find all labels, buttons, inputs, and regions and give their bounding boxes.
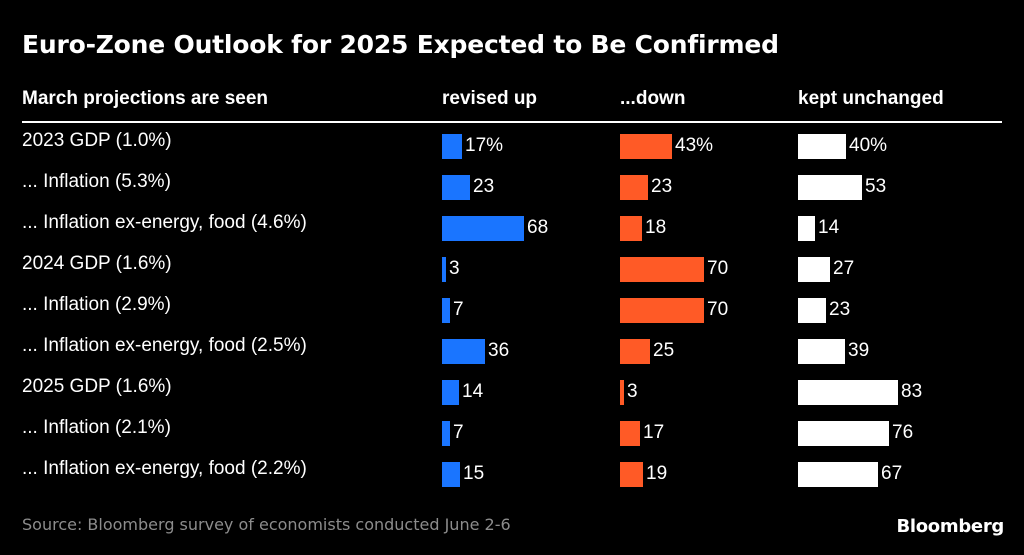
chart-row: ... Inflation (2.1%) 7 17 76 bbox=[0, 412, 1024, 453]
chart-row: 2025 GDP (1.6%) 14 3 83 bbox=[0, 371, 1024, 412]
bar-revised-up bbox=[442, 257, 446, 282]
row-header: March projections are seen bbox=[22, 88, 269, 109]
series-header-unchanged: kept unchanged bbox=[798, 88, 944, 109]
value-label-unchanged: 14 bbox=[818, 217, 840, 238]
value-label-down: 25 bbox=[653, 340, 675, 361]
value-label-unchanged: 23 bbox=[829, 299, 851, 320]
bar-unchanged bbox=[798, 134, 846, 159]
source-note: Source: Bloomberg survey of economists c… bbox=[22, 515, 511, 534]
value-label-unchanged: 40% bbox=[849, 135, 888, 156]
value-label-down: 43% bbox=[675, 135, 714, 156]
series-header-down: ...down bbox=[620, 88, 686, 109]
bar-down bbox=[620, 421, 640, 446]
bar-revised-up bbox=[442, 134, 462, 159]
value-label-unchanged: 67 bbox=[881, 463, 903, 484]
category-label: ... Inflation ex-energy, food (2.2%) bbox=[22, 458, 307, 479]
chart-row: ... Inflation ex-energy, food (2.5%) 36 25… bbox=[0, 330, 1024, 371]
bar-revised-up bbox=[442, 339, 485, 364]
value-label-unchanged: 76 bbox=[892, 422, 914, 443]
category-label: 2023 GDP (1.0%) bbox=[22, 130, 172, 151]
value-label-revised-up: 36 bbox=[488, 340, 510, 361]
bar-unchanged bbox=[798, 380, 898, 405]
bar-unchanged bbox=[798, 216, 815, 241]
bar-unchanged bbox=[798, 421, 889, 446]
bar-down bbox=[620, 298, 704, 323]
value-label-down: 3 bbox=[627, 381, 638, 402]
value-label-down: 70 bbox=[707, 258, 729, 279]
header-divider bbox=[22, 121, 1002, 123]
value-label-down: 23 bbox=[651, 176, 673, 197]
value-label-unchanged: 27 bbox=[833, 258, 855, 279]
bar-down bbox=[620, 339, 650, 364]
category-label: ... Inflation ex-energy, food (4.6%) bbox=[22, 212, 307, 233]
category-label: ... Inflation (2.1%) bbox=[22, 417, 171, 438]
category-label: ... Inflation (5.3%) bbox=[22, 171, 171, 192]
bar-down bbox=[620, 257, 704, 282]
bar-revised-up bbox=[442, 421, 450, 446]
chart-row: ... Inflation (2.9%) 7 70 23 bbox=[0, 289, 1024, 330]
bar-unchanged bbox=[798, 339, 845, 364]
brand-logo: Bloomberg bbox=[896, 516, 1004, 537]
value-label-revised-up: 68 bbox=[527, 217, 549, 238]
value-label-unchanged: 39 bbox=[848, 340, 870, 361]
bar-unchanged bbox=[798, 257, 830, 282]
bar-down bbox=[620, 216, 642, 241]
chart-row: ... Inflation ex-energy, food (2.2%) 15 19… bbox=[0, 453, 1024, 494]
category-label: ... Inflation ex-energy, food (2.5%) bbox=[22, 335, 307, 356]
value-label-revised-up: 7 bbox=[453, 299, 464, 320]
value-label-revised-up: 14 bbox=[462, 381, 484, 402]
value-label-down: 18 bbox=[645, 217, 667, 238]
bar-down bbox=[620, 380, 624, 405]
bar-unchanged bbox=[798, 175, 862, 200]
bar-down bbox=[620, 462, 643, 487]
value-label-revised-up: 23 bbox=[473, 176, 495, 197]
chart-title: Euro-Zone Outlook for 2025 Expected to B… bbox=[22, 30, 779, 59]
value-label-unchanged: 53 bbox=[865, 176, 887, 197]
value-label-revised-up: 7 bbox=[453, 422, 464, 443]
category-label: ... Inflation (2.9%) bbox=[22, 294, 171, 315]
value-label-down: 17 bbox=[643, 422, 665, 443]
value-label-revised-up: 3 bbox=[449, 258, 460, 279]
bar-down bbox=[620, 175, 648, 200]
value-label-down: 19 bbox=[646, 463, 668, 484]
bar-revised-up bbox=[442, 462, 460, 487]
bar-revised-up bbox=[442, 216, 524, 241]
chart-row: ... Inflation ex-energy, food (4.6%) 68 18… bbox=[0, 207, 1024, 248]
chart-row: 2024 GDP (1.6%) 3 70 27 bbox=[0, 248, 1024, 289]
value-label-unchanged: 83 bbox=[901, 381, 923, 402]
chart-row: 2023 GDP (1.0%) 17% 43% 40% bbox=[0, 125, 1024, 166]
bar-revised-up bbox=[442, 298, 450, 323]
bar-revised-up bbox=[442, 175, 470, 200]
bar-unchanged bbox=[798, 298, 826, 323]
series-header-revised-up: revised up bbox=[442, 88, 538, 109]
value-label-down: 70 bbox=[707, 299, 729, 320]
bar-down bbox=[620, 134, 672, 159]
category-label: 2025 GDP (1.6%) bbox=[22, 376, 172, 397]
chart-row: ... Inflation (5.3%) 23 23 53 bbox=[0, 166, 1024, 207]
category-label: 2024 GDP (1.6%) bbox=[22, 253, 172, 274]
value-label-revised-up: 17% bbox=[465, 135, 504, 156]
value-label-revised-up: 15 bbox=[463, 463, 485, 484]
bar-revised-up bbox=[442, 380, 459, 405]
bar-unchanged bbox=[798, 462, 878, 487]
